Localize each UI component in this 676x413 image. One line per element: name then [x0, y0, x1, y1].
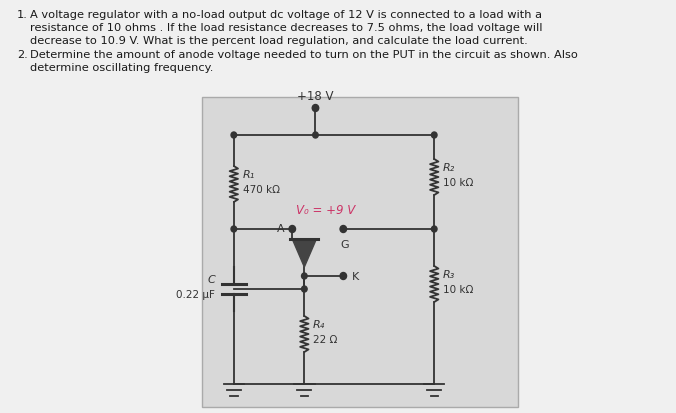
- Circle shape: [301, 286, 307, 292]
- Circle shape: [231, 226, 237, 233]
- Circle shape: [313, 133, 318, 139]
- Text: V₀ = +9 V: V₀ = +9 V: [295, 204, 355, 216]
- Text: 1.: 1.: [17, 10, 28, 20]
- Text: 0.22 μF: 0.22 μF: [176, 289, 215, 299]
- Text: R₁: R₁: [243, 170, 256, 180]
- Polygon shape: [292, 240, 316, 267]
- Circle shape: [340, 273, 347, 280]
- Text: 10 kΩ: 10 kΩ: [443, 284, 473, 294]
- FancyBboxPatch shape: [202, 98, 518, 407]
- Text: C: C: [208, 274, 215, 284]
- Text: 10 kΩ: 10 kΩ: [443, 178, 473, 188]
- Circle shape: [340, 226, 347, 233]
- Text: +18 V: +18 V: [297, 90, 334, 103]
- Circle shape: [431, 133, 437, 139]
- Text: A voltage regulator with a no-load output dc voltage of 12 V is connected to a l: A voltage regulator with a no-load outpu…: [30, 10, 541, 20]
- Text: R₃: R₃: [443, 269, 455, 279]
- Text: Determine the amount of anode voltage needed to turn on the PUT in the circuit a: Determine the amount of anode voltage ne…: [30, 50, 577, 60]
- Text: R₂: R₂: [443, 163, 455, 173]
- Circle shape: [312, 105, 318, 112]
- Circle shape: [231, 133, 237, 139]
- Text: K: K: [352, 271, 359, 281]
- Text: G: G: [340, 240, 349, 249]
- Text: A: A: [277, 223, 285, 233]
- Text: 470 kΩ: 470 kΩ: [243, 185, 280, 195]
- Circle shape: [289, 226, 295, 233]
- Text: determine oscillating frequency.: determine oscillating frequency.: [30, 63, 213, 73]
- Text: 2.: 2.: [17, 50, 28, 60]
- Circle shape: [301, 273, 307, 279]
- Text: 22 Ω: 22 Ω: [313, 334, 337, 344]
- Text: decrease to 10.9 V. What is the percent load regulation, and calculate the load : decrease to 10.9 V. What is the percent …: [30, 36, 527, 46]
- Circle shape: [431, 226, 437, 233]
- Text: R₄: R₄: [313, 319, 325, 329]
- Text: resistance of 10 ohms . If the load resistance decreases to 7.5 ohms, the load v: resistance of 10 ohms . If the load resi…: [30, 23, 542, 33]
